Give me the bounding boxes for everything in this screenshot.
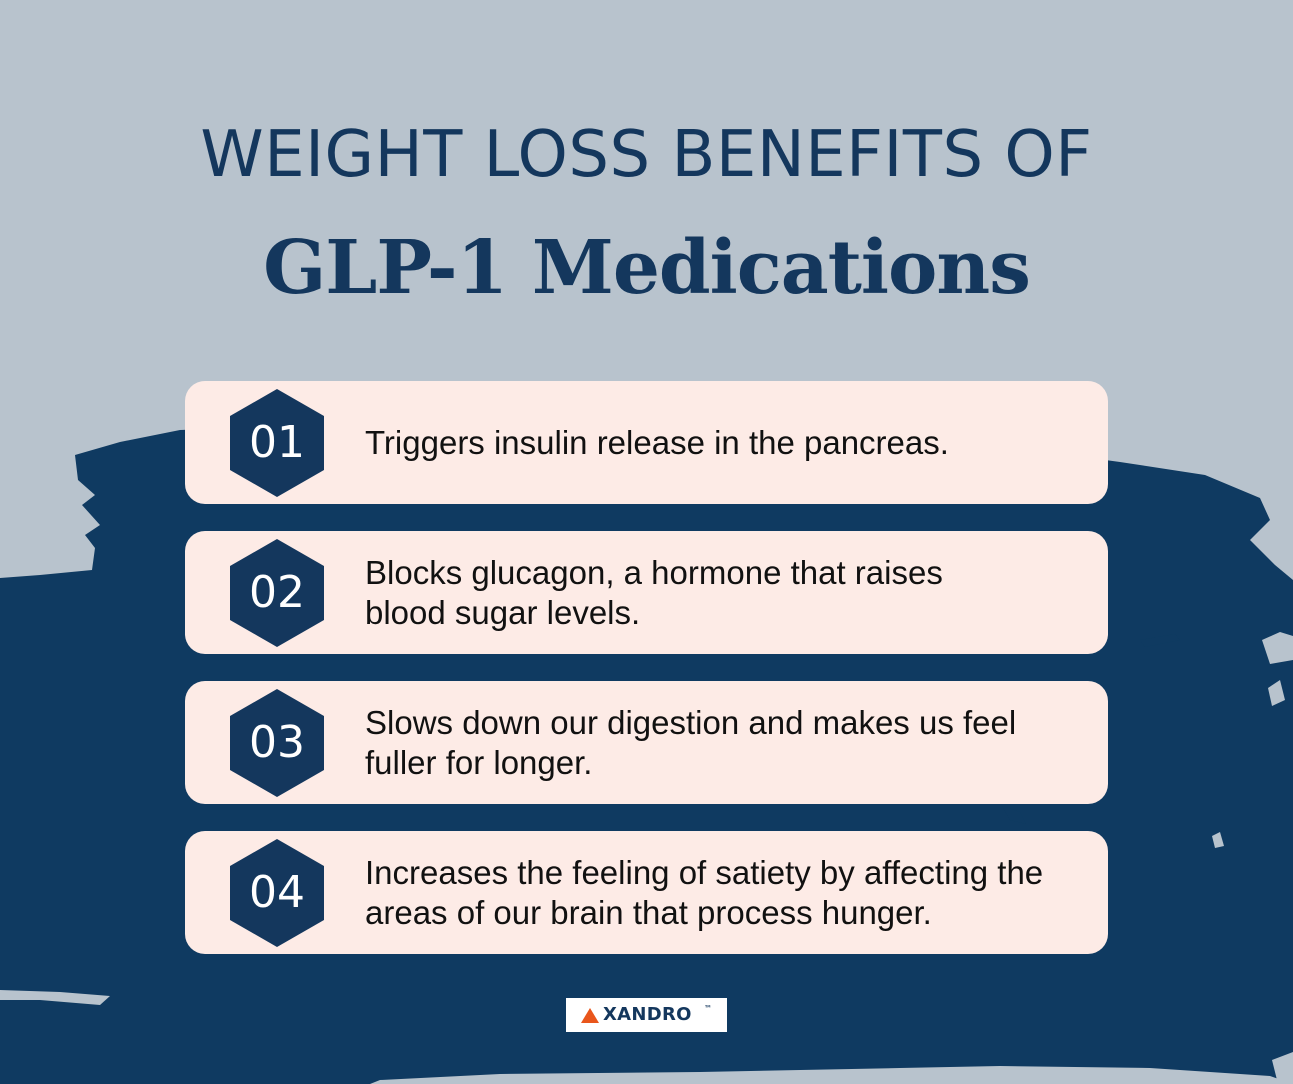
benefit-card-2: 02 Blocks glucagon, a hormone that raise… xyxy=(185,531,1108,654)
trademark-symbol: ™ xyxy=(704,1004,712,1013)
hexagon-badge-4: 04 xyxy=(230,839,324,947)
hexagon-badge-1: 01 xyxy=(230,389,324,497)
benefit-text: Triggers insulin release in the pancreas… xyxy=(365,423,949,461)
page-title-line-1: WEIGHT LOSS BENEFITS OF xyxy=(200,118,1093,192)
hexagon-icon xyxy=(230,539,324,647)
benefit-card-3: 03 Slows down our digestion and makes us… xyxy=(185,681,1108,804)
benefit-card-4: 04 Increases the feeling of satiety by a… xyxy=(185,831,1108,954)
brand-logo: XANDRO ™ xyxy=(566,998,727,1032)
page-title-line-2: GLP-1 Medications xyxy=(263,225,1031,311)
benefit-number: 03 xyxy=(249,717,305,768)
triangle-icon xyxy=(581,1008,599,1023)
benefit-number: 04 xyxy=(249,867,305,918)
benefit-text: Slows down our digestion and makes us fe… xyxy=(365,703,1017,781)
hexagon-icon xyxy=(230,839,324,947)
benefit-card-1: 01 Triggers insulin release in the pancr… xyxy=(185,381,1108,504)
benefits-list: 01 Triggers insulin release in the pancr… xyxy=(185,381,1108,981)
hexagon-badge-3: 03 xyxy=(230,689,324,797)
benefit-text: Blocks glucagon, a hormone that raises b… xyxy=(365,553,943,631)
hexagon-badge-2: 02 xyxy=(230,539,324,647)
brand-name: XANDRO xyxy=(603,1004,692,1025)
benefit-number: 02 xyxy=(249,567,305,618)
benefit-number: 01 xyxy=(249,417,305,468)
hexagon-icon xyxy=(230,389,324,497)
benefit-text: Increases the feeling of satiety by affe… xyxy=(365,853,1044,931)
hexagon-icon xyxy=(230,689,324,797)
